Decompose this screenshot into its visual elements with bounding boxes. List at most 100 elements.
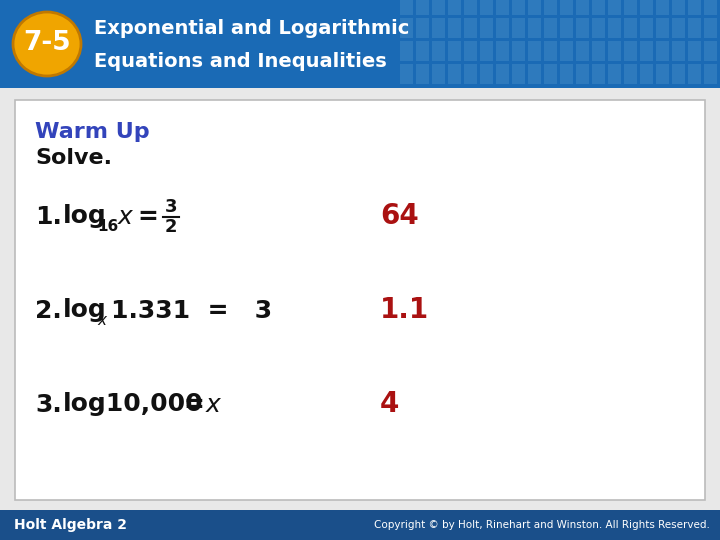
Bar (704, 0, 717, 15)
Bar (560, 18, 573, 38)
Bar (512, 41, 525, 61)
Bar (688, 18, 701, 38)
Text: 64: 64 (380, 202, 419, 231)
Bar (672, 41, 685, 61)
Text: log: log (63, 299, 107, 322)
Text: log: log (63, 205, 107, 228)
Bar (416, 0, 429, 15)
Bar (704, 41, 717, 61)
Text: $\mathit{x}$: $\mathit{x}$ (205, 393, 222, 416)
Bar (592, 64, 605, 84)
Text: log10,000: log10,000 (63, 393, 204, 416)
Bar (528, 64, 541, 84)
Bar (400, 41, 413, 61)
Bar (432, 18, 445, 38)
Bar (480, 18, 493, 38)
Text: Equations and Inequalities: Equations and Inequalities (94, 52, 387, 71)
Bar (448, 18, 461, 38)
Bar (400, 0, 413, 15)
Bar (624, 41, 637, 61)
Text: 3.: 3. (35, 393, 62, 416)
Text: 4: 4 (380, 390, 400, 418)
Bar (544, 41, 557, 61)
Bar (448, 64, 461, 84)
Bar (672, 18, 685, 38)
Bar (592, 0, 605, 15)
Bar (656, 18, 669, 38)
Text: 16: 16 (97, 219, 118, 234)
Text: $\mathit{x}$: $\mathit{x}$ (117, 205, 135, 228)
FancyBboxPatch shape (15, 100, 705, 500)
Bar (688, 64, 701, 84)
Bar (512, 64, 525, 84)
Text: Copyright © by Holt, Rinehart and Winston. All Rights Reserved.: Copyright © by Holt, Rinehart and Winsto… (374, 520, 710, 530)
Bar (592, 41, 605, 61)
Bar (576, 0, 589, 15)
Bar (576, 64, 589, 84)
Bar (496, 41, 509, 61)
Bar (448, 41, 461, 61)
Bar (656, 64, 669, 84)
Bar (464, 0, 477, 15)
Bar (688, 0, 701, 15)
Text: 1.: 1. (35, 205, 62, 228)
Bar (448, 0, 461, 15)
Bar (480, 64, 493, 84)
Bar (640, 18, 653, 38)
Bar (656, 41, 669, 61)
Bar (496, 0, 509, 15)
Text: 1.1: 1.1 (380, 296, 429, 325)
Bar (640, 64, 653, 84)
Bar (400, 18, 413, 38)
Bar (624, 64, 637, 84)
Bar (512, 0, 525, 15)
Text: $\mathit{x}$: $\mathit{x}$ (97, 313, 109, 328)
Bar (0, 510, 720, 540)
Bar (560, 0, 573, 15)
Bar (560, 41, 573, 61)
Bar (480, 0, 493, 15)
Text: =: = (137, 205, 158, 228)
Bar (432, 41, 445, 61)
Bar (672, 0, 685, 15)
Bar (688, 41, 701, 61)
Bar (640, 0, 653, 15)
Bar (624, 18, 637, 38)
Bar (560, 64, 573, 84)
Bar (512, 18, 525, 38)
Text: 3: 3 (165, 199, 177, 217)
Bar (528, 41, 541, 61)
Bar (432, 64, 445, 84)
Bar (416, 64, 429, 84)
Bar (464, 18, 477, 38)
Bar (656, 0, 669, 15)
Bar (704, 18, 717, 38)
Bar (608, 18, 621, 38)
Ellipse shape (13, 12, 81, 76)
Bar (416, 18, 429, 38)
Bar (432, 0, 445, 15)
Bar (464, 64, 477, 84)
Text: Solve.: Solve. (35, 148, 112, 168)
Bar (704, 64, 717, 84)
Text: =: = (183, 393, 204, 416)
Bar (608, 64, 621, 84)
Text: 7-5: 7-5 (23, 30, 71, 56)
Bar (640, 41, 653, 61)
Text: Holt Algebra 2: Holt Algebra 2 (14, 518, 127, 532)
Text: 2: 2 (165, 218, 177, 235)
Bar (480, 41, 493, 61)
Bar (528, 0, 541, 15)
Bar (496, 64, 509, 84)
Bar (528, 18, 541, 38)
Bar (400, 64, 413, 84)
Bar (544, 18, 557, 38)
Bar (496, 18, 509, 38)
Bar (608, 41, 621, 61)
Text: 1.331  =   3: 1.331 = 3 (111, 299, 272, 322)
Bar (592, 18, 605, 38)
Bar (576, 41, 589, 61)
Bar (416, 41, 429, 61)
Bar (672, 64, 685, 84)
Bar (608, 0, 621, 15)
